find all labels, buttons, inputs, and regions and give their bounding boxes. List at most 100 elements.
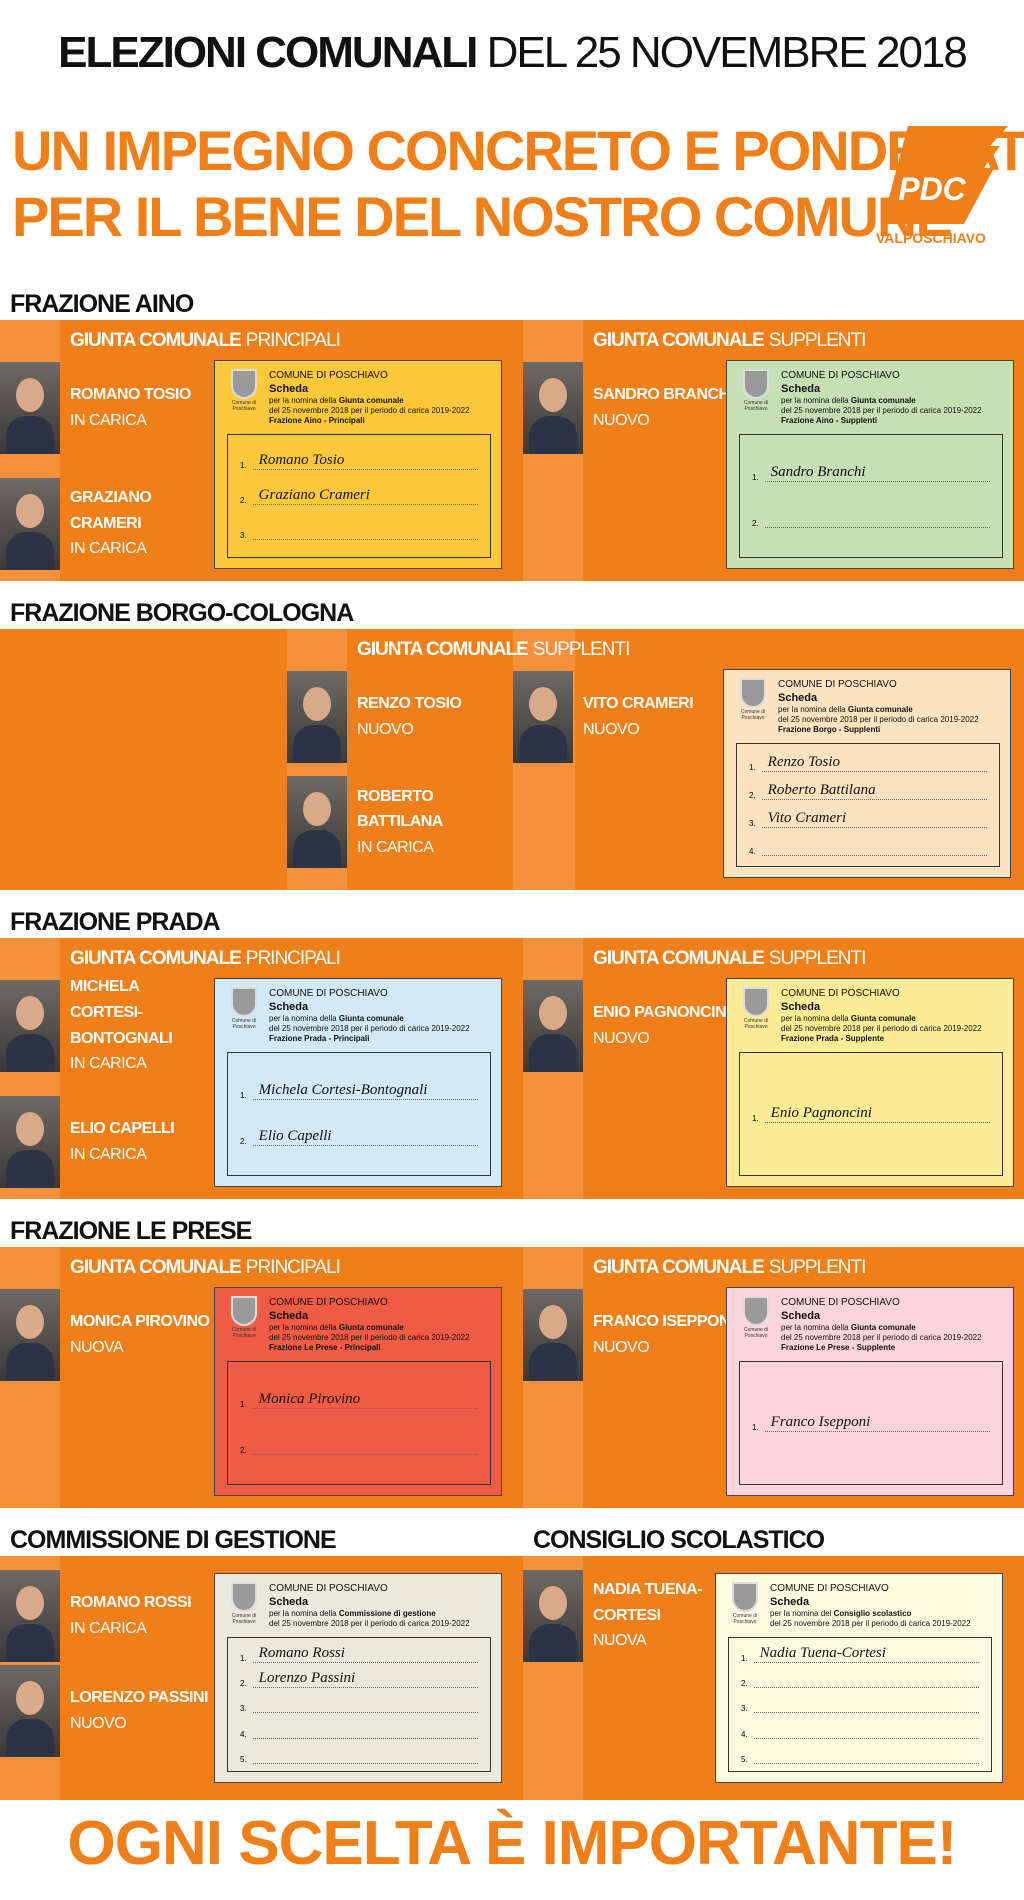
candidate-status: IN CARICA [70, 540, 147, 558]
ballot-line: 2. Lorenzo Passini [240, 1670, 478, 1689]
candidate: VITO CRAMERI NUOVO [513, 669, 739, 764]
candidate-name: MONICA PIROVINO [70, 1312, 210, 1330]
ballot-header: Comune di Poschiavo COMUNE DI POSCHIAVO Sc… [227, 369, 491, 426]
candidate-status: NUOVO [593, 1338, 650, 1356]
ballot-period: del 25 novembre 2018 per il periodo di c… [269, 1024, 470, 1033]
ballot-line: 3. Vito Crameri [749, 810, 987, 828]
ballot-header: Comune di Poschiavo COMUNE DI POSCHIAVO Sc… [728, 1582, 992, 1629]
ballot-header: Comune di Poschiavo COMUNE DI POSCHIAVO Sc… [736, 678, 1000, 735]
line-number: 3. [749, 819, 756, 828]
ballot-box: 1. Monica Pirovino 2. [227, 1361, 491, 1485]
ballot-purpose-text: per la nomina della [781, 1014, 849, 1023]
line-number: 4. [749, 847, 756, 856]
candidate-status: NUOVO [593, 1029, 650, 1047]
candidate-name: ELIO CAPELLI [70, 1119, 175, 1137]
line-number: 5. [741, 1754, 748, 1764]
photo [0, 477, 60, 570]
logo-shape [882, 126, 1008, 224]
panel-label: GIUNTA COMUNALE SUPPLENTI [593, 1257, 866, 1279]
ballot-commune: COMUNE DI POSCHIAVO [781, 1297, 900, 1308]
crest-icon [743, 1296, 769, 1326]
candidate-status: IN CARICA [70, 1145, 147, 1163]
ballot-line: 1. Renzo Tosio [749, 754, 987, 772]
band: GIUNTA COMUNALE PRINCIPALI ROMANO TOSIO IN … [0, 320, 1024, 581]
label-bold: GIUNTA COMUNALE [593, 1257, 765, 1278]
candidate: ROBERTO BATTILANA IN CARICA [287, 775, 513, 870]
candidate-status: IN CARICA [70, 1055, 147, 1073]
candidate-name: ENIO PAGNONCINI [593, 1003, 731, 1021]
ballot-heading: Scheda [770, 1596, 810, 1608]
candidate-name: NADIA TUENA-CORTESI [593, 1581, 702, 1624]
label-bold: GIUNTA COMUNALE [70, 330, 242, 351]
ballot-period: del 25 novembre 2018 per il periodo di c… [781, 1024, 982, 1033]
ballot-line: 1. Enio Pagnoncini [752, 1105, 990, 1123]
ballot-commune: COMUNE DI POSCHIAVO [269, 1583, 388, 1594]
ballot-period: del 25 novembre 2018 per il periodo di c… [269, 406, 470, 415]
band: GIUNTA COMUNALE PRINCIPALI MONICA PIROVINO… [0, 1247, 1024, 1508]
section-title: COMMISSIONE DI GESTIONE [10, 1526, 337, 1554]
crest: Comune di Poschiavo [728, 1582, 762, 1629]
crest: Comune di Poschiavo [739, 987, 773, 1044]
section: FRAZIONE PRADA GIUNTA COMUNALE PRINCIPALI M… [0, 890, 1024, 1199]
crest: Comune di Poschiavo [227, 987, 261, 1044]
photo [287, 776, 347, 868]
candidate-info: ROMANO TOSIO IN CARICA [70, 382, 191, 433]
photo [0, 1288, 60, 1381]
line-name [753, 1746, 979, 1764]
line-name [761, 838, 987, 856]
ballot: Comune di Poschiavo COMUNE DI POSCHIAVO Sc… [214, 1287, 502, 1496]
candidate-info: MICHELA CORTESI-BONTOGNALI IN CARICA [70, 974, 215, 1076]
line-name: Franco Isepponi [764, 1414, 990, 1432]
ballot-text: COMUNE DI POSCHIAVO Scheda per la nomina d… [781, 1296, 982, 1353]
section: COMMISSIONE DI GESTIONE ROMANO ROSSI IN CA… [0, 1508, 1024, 1800]
section-title: FRAZIONE LE PRESE [10, 1217, 252, 1245]
line-number: 4. [240, 1729, 247, 1739]
ballot-period: del 25 novembre 2018 per il periodo di c… [770, 1619, 971, 1628]
crest-icon [740, 678, 766, 708]
label-light: SUPPLENTI [768, 948, 867, 969]
footer: OGNI SCELTA È IMPORTANTE! [67, 1809, 958, 1878]
label-light: PRINCIPALI [245, 948, 341, 969]
band: GIUNTA COMUNALE PRINCIPALI MICHELA CORTESI… [0, 938, 1024, 1199]
candidates: NADIA TUENA-CORTESI NUOVA [523, 1568, 738, 1794]
ballot-box: 1. Franco Isepponi [739, 1361, 1003, 1485]
ballot: Comune di Poschiavo COMUNE DI POSCHIAVO Sc… [723, 669, 1011, 878]
crest-icon [732, 1582, 758, 1612]
ballot-box: 1. Enio Pagnoncini [739, 1052, 1003, 1176]
line-number: 2. [741, 1679, 748, 1689]
ballot-line: 1. Monica Pirovino [240, 1391, 478, 1409]
ballot-body: Giunta comunale [338, 1014, 404, 1023]
label-light: SUPPLENTI [768, 330, 867, 351]
ballot-heading: Scheda [269, 1001, 309, 1013]
candidate: ENIO PAGNONCINI NUOVO [523, 978, 738, 1073]
candidate-status: IN CARICA [70, 1619, 147, 1637]
label-bold: GIUNTA COMUNALE [593, 948, 765, 969]
ballot-body: Giunta comunale [338, 396, 404, 405]
label-light: PRINCIPALI [245, 330, 341, 351]
candidate-status: IN CARICA [357, 838, 434, 856]
line-number: 1. [752, 1114, 759, 1123]
ballot-purpose: per la nomina della Giunta comunale [269, 1014, 470, 1024]
ballot-body: Giunta comunale [847, 705, 913, 714]
line-number: 1. [752, 1423, 759, 1432]
photo [523, 1288, 583, 1381]
candidate: RENZO TOSIO NUOVO [287, 669, 513, 764]
ballot-commune: COMUNE DI POSCHIAVO [770, 1583, 889, 1594]
ballot-line: 5. [741, 1746, 979, 1764]
label-bold: GIUNTA COMUNALE [70, 1257, 242, 1278]
line-name [753, 1670, 979, 1689]
ballot-heading: Scheda [269, 1596, 309, 1608]
ballot-line: 4. [749, 838, 987, 856]
candidate-info: ROMANO ROSSI IN CARICA [70, 1590, 192, 1641]
panel: GIUNTA COMUNALE PRINCIPALI MONICA PIROVINO… [0, 1247, 523, 1508]
line-name: Vito Crameri [761, 810, 987, 828]
ballot-line: 1. Sandro Branchi [752, 464, 990, 482]
candidate-name: FRANCO ISEPPONI [593, 1312, 734, 1330]
ballot-district: Frazione Le Prese - Supplente [781, 1343, 896, 1352]
line-number: 2. [240, 1137, 247, 1147]
line-number: 3. [240, 531, 247, 540]
candidate-name: SANDRO BRANCHI [593, 385, 734, 403]
line-name [252, 522, 478, 540]
line-number: 2. [240, 496, 247, 505]
line-name [252, 1695, 478, 1714]
